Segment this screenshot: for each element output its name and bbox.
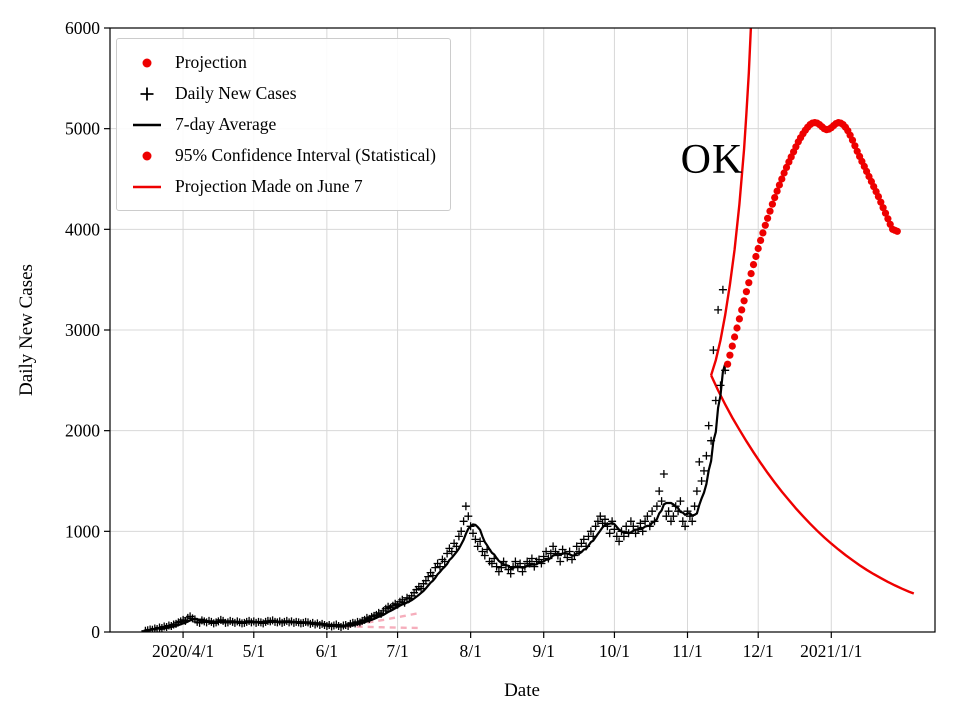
svg-text:0: 0	[91, 622, 100, 642]
legend: Projection Daily New Cases 7-day Average…	[116, 38, 451, 211]
red-line-marker-icon	[133, 185, 161, 188]
y-axis-label: Daily New Cases	[16, 264, 37, 396]
black-line-marker-icon	[133, 123, 161, 126]
svg-text:10/1: 10/1	[599, 641, 630, 661]
legend-label: Projection Made on June 7	[175, 176, 363, 196]
projection-dot-icon	[142, 58, 152, 67]
svg-text:2020/4/1: 2020/4/1	[152, 641, 214, 661]
ci-dot-icon	[142, 151, 152, 160]
svg-text:11/1: 11/1	[672, 641, 702, 661]
legend-label: Projection	[175, 52, 247, 72]
svg-text:5000: 5000	[65, 119, 100, 139]
svg-text:6/1: 6/1	[316, 641, 338, 661]
svg-text:12/1: 12/1	[743, 641, 774, 661]
svg-text:6000: 6000	[65, 18, 100, 38]
legend-item-june7-projection: Projection Made on June 7	[127, 171, 436, 202]
ok-annotation: OK	[680, 137, 744, 183]
legend-item-confidence-interval: 95% Confidence Interval (Statistical)	[127, 140, 436, 171]
x-axis-label: Date	[504, 680, 540, 701]
svg-text:2000: 2000	[65, 421, 100, 441]
svg-text:8/1: 8/1	[459, 641, 481, 661]
svg-text:5/1: 5/1	[243, 641, 265, 661]
legend-label: 95% Confidence Interval (Statistical)	[175, 145, 436, 165]
legend-label: Daily New Cases	[175, 83, 297, 103]
svg-text:9/1: 9/1	[533, 641, 555, 661]
svg-text:2021/1/1: 2021/1/1	[800, 641, 862, 661]
legend-label: 7-day Average	[175, 114, 277, 134]
svg-text:1000: 1000	[65, 521, 100, 541]
legend-item-daily-new-cases: Daily New Cases	[127, 78, 436, 109]
legend-item-projection: Projection	[127, 47, 436, 78]
svg-text:4000: 4000	[65, 219, 100, 239]
plus-marker-icon	[140, 87, 154, 100]
legend-item-7day-average: 7-day Average	[127, 109, 436, 140]
svg-text:7/1: 7/1	[386, 641, 408, 661]
svg-text:3000: 3000	[65, 320, 100, 340]
